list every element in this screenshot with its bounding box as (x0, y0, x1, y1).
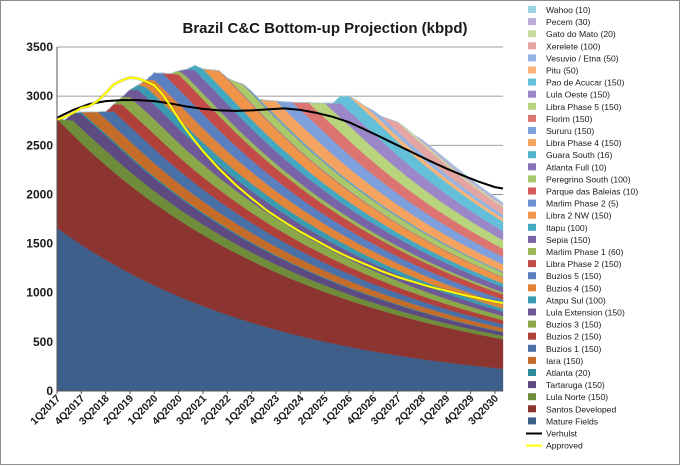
legend-label: Pecem (30) (546, 17, 591, 27)
y-tick-label: 500 (33, 335, 53, 349)
legend-label: Tartaruga (150) (546, 380, 605, 390)
legend-swatch (528, 393, 536, 401)
legend-swatch (528, 18, 536, 26)
y-tick-label: 2500 (26, 138, 53, 152)
legend-label: Guara South (16) (546, 150, 613, 160)
legend-swatch (528, 151, 536, 159)
legend-label: Sepia (150) (546, 235, 591, 245)
legend-label: Buzios 4 (150) (546, 283, 602, 293)
legend-swatch (528, 42, 536, 50)
legend-swatch (528, 248, 536, 255)
approved-line (56, 76, 504, 304)
legend-label: Parque das Baleias (10) (546, 187, 638, 197)
legend-swatch (528, 405, 536, 413)
chart-title: Brazil C&C Bottom-up Projection (kbpd) (183, 20, 468, 37)
y-tick-label: 3500 (26, 40, 53, 54)
legend-swatch (528, 66, 536, 74)
legend-swatch (528, 356, 536, 364)
legend-swatch (528, 332, 536, 340)
legend-swatch (528, 284, 536, 292)
legend-swatch (528, 78, 536, 86)
axes (56, 47, 503, 392)
legend-swatch (528, 223, 536, 231)
legend-label: Marlim Phase 2 (5) (546, 199, 619, 209)
y-tick-label: 1500 (26, 237, 53, 251)
legend-label: Lula Oeste (150) (546, 90, 610, 100)
legend-label: Buzios 1 (150) (546, 344, 602, 354)
area-series-group (56, 65, 504, 392)
legend-label: Lula Norte (150) (546, 392, 608, 402)
legend-swatch (528, 163, 536, 171)
legend-label: Iara (150) (546, 356, 583, 366)
legend-label: Buzios 3 (150) (546, 320, 602, 330)
legend-label: Santos Developed (546, 404, 616, 414)
y-tick-label: 0 (46, 384, 53, 398)
legend-swatch (528, 175, 536, 183)
legend-swatch (528, 381, 536, 389)
legend-label: Lula Extension (150) (546, 308, 625, 318)
legend-label: Gato do Mato (20) (546, 29, 616, 39)
legend-swatch (528, 320, 536, 328)
legend-label: Libra Phase 2 (150) (546, 259, 622, 269)
legend-swatch (528, 199, 536, 207)
legend-swatch (528, 90, 536, 98)
legend-swatch (528, 369, 536, 376)
verhulst-line (56, 99, 504, 190)
legend-swatch (528, 187, 536, 195)
legend-label: Wahoo (10) (546, 5, 591, 15)
legend-swatch (528, 272, 536, 280)
legend-swatch (528, 114, 536, 122)
legend-swatch (528, 260, 536, 268)
legend-label: Verhulst (546, 429, 578, 439)
legend-label: Libra Phase 4 (150) (546, 138, 622, 148)
legend-label: Pitu (50) (546, 66, 579, 76)
y-tick-labels: 0 500 1000 1500 2000 2500 3000 3500 (26, 40, 53, 398)
legend-label: Atlanta Full (10) (546, 162, 607, 172)
legend-swatch (528, 235, 536, 243)
legend-swatch (528, 127, 536, 134)
legend-label: Xerelete (100) (546, 41, 601, 51)
x-tick-labels: 1Q20174Q20173Q20182Q20191Q20204Q20203Q20… (28, 391, 501, 428)
y-tick-label: 3000 (26, 89, 53, 103)
legend-label: Approved (546, 441, 583, 451)
legend-label: Peregrino South (100) (546, 174, 631, 184)
legend-label: Atapu Sul (100) (546, 295, 606, 305)
legend-label: Vesuvio / Etna (50) (546, 53, 619, 63)
legend-label: Atlanta (20) (546, 368, 591, 378)
legend-swatch (528, 211, 536, 219)
legend-label: Libra 2 NW (150) (546, 211, 612, 221)
legend-label: Pao de Acucar (150) (546, 78, 624, 88)
legend-label: Mature Fields (546, 416, 598, 426)
legend: Wahoo (10) Pecem (30) Gato do Mato (20) Xer… (526, 5, 638, 451)
legend-label: Sururu (150) (546, 126, 594, 136)
legend-label: Buzios 2 (150) (546, 332, 602, 342)
area-series (56, 65, 504, 204)
legend-swatch (528, 6, 536, 13)
legend-label: Itapu (100) (546, 223, 588, 233)
legend-swatch (528, 417, 536, 425)
legend-label: Buzios 5 (150) (546, 271, 602, 281)
legend-swatch (528, 102, 536, 110)
legend-swatch (528, 308, 536, 316)
y-tick-label: 2000 (26, 187, 53, 201)
legend-label: Libra Phase 5 (150) (546, 102, 622, 112)
y-tick-label: 1000 (26, 286, 53, 300)
legend-swatch (528, 30, 536, 38)
legend-label: Florim (150) (546, 114, 592, 124)
line-series-group (56, 75, 504, 305)
legend-swatch (528, 139, 536, 147)
legend-swatch (528, 54, 536, 62)
legend-label: Marlim Phase 1 (60) (546, 247, 624, 257)
legend-swatch (528, 296, 536, 304)
legend-swatch (528, 344, 536, 352)
